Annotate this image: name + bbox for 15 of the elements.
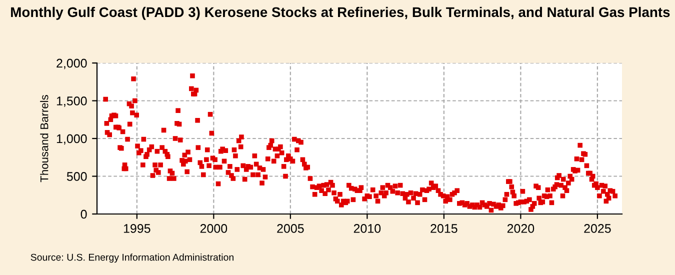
x-tick-label: 2025	[584, 224, 611, 233]
x-tick-label: 2015	[430, 224, 458, 233]
y-tick-label: 0	[80, 210, 87, 219]
x-tick-label: 2005	[277, 224, 304, 233]
y-tick-label: 2,000	[56, 58, 87, 70]
x-tick-label: 2020	[507, 224, 534, 233]
y-tick-label: 500	[66, 172, 87, 181]
x-tick-label: 2010	[354, 224, 381, 233]
y-axis-title: Thousand Barrels	[40, 95, 48, 182]
chart-title: Monthly Gulf Coast (PADD 3) Kerosene Stocks at Refineries, Bulk Terminals, and Natural Gas Plants	[11, 6, 670, 20]
source-note: Source: U.S. Energy Information Administration	[30, 254, 234, 263]
x-tick-label: 2000	[200, 224, 228, 233]
y-tick-label: 1,500	[56, 96, 87, 107]
y-tick-label: 1,000	[56, 134, 87, 145]
x-tick-label: 1995	[124, 224, 150, 233]
